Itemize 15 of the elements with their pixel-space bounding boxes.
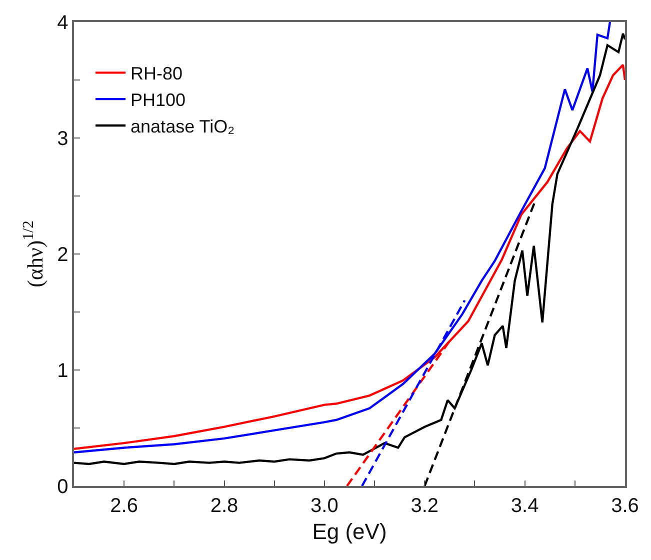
x-tick-label: 3.0 bbox=[310, 494, 338, 517]
legend-label: anatase TiO₂ bbox=[130, 116, 235, 136]
y-tick-label: 2 bbox=[57, 244, 68, 266]
legend-label: RH-80 bbox=[130, 64, 183, 84]
y-tick-label: 0 bbox=[57, 476, 68, 498]
x-tick-label: 3.2 bbox=[410, 494, 439, 517]
x-tick-label: 3.6 bbox=[611, 494, 639, 517]
x-axis-title: Eg (eV) bbox=[312, 519, 387, 544]
x-tick-label: 2.8 bbox=[210, 494, 238, 517]
x-tick-label: 2.6 bbox=[110, 494, 138, 517]
legend-label: PH100 bbox=[130, 90, 186, 110]
y-tick-label: 3 bbox=[57, 128, 68, 150]
x-tick-label: 3.4 bbox=[510, 494, 539, 517]
y-tick-label: 4 bbox=[57, 12, 68, 34]
y-tick-label: 1 bbox=[57, 360, 68, 382]
